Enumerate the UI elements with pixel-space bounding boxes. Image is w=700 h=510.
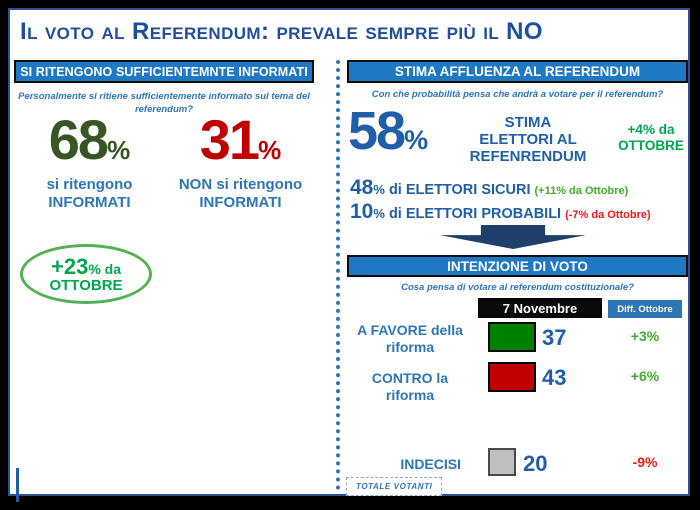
page-title: Il voto al Referendum: prevale sempre pi… <box>20 18 543 45</box>
probable-voters-percent-sign: % <box>373 206 385 221</box>
row-diff-indecisi: -9% <box>632 454 658 470</box>
sure-voters-text: di ELETTORI SICURI <box>384 182 535 198</box>
row-label-favore-line1: A FAVORE della <box>357 322 463 338</box>
row-label-indecisi: INDECISI <box>347 456 473 473</box>
turnout-delta-line2: OTTOBRE <box>618 138 684 154</box>
row-value-indecisi: 20 <box>523 451 548 476</box>
row-label-favore: A FAVORE della riforma <box>347 322 473 356</box>
row-label-contro-line1: CONTRO la riforma <box>371 370 449 403</box>
informed-number: 68 <box>48 108 109 171</box>
informed-percent-sign: % <box>107 135 131 165</box>
row-diff-favore: +3% <box>630 328 660 344</box>
bar-swatch-indecisi <box>488 448 516 476</box>
right-panel-header: STIMA AFFLUENZA AL REFERENDUM <box>347 60 688 83</box>
not-informed-label-line1: NON si ritengono <box>178 176 303 193</box>
totale-votanti-note: TOTALE VOTANTI <box>346 477 443 496</box>
sure-voters-line: 48% di ELETTORI SICURI (+11% da Ottobre) <box>350 176 628 200</box>
turnout-label: STIMA ELETTORI AL REFENRENDUM <box>448 114 608 165</box>
not-informed-label-line2: INFORMATI <box>199 194 282 211</box>
column-header-date: 7 Novembre <box>478 298 602 318</box>
informed-label-line2: INFORMATI <box>48 194 131 211</box>
delta-badge-value: +23 <box>50 253 89 279</box>
left-panel-question: Personalmente si ritiene sufficientement… <box>18 91 310 115</box>
vote-intention-header: INTENZIONE DI VOTO <box>347 255 688 277</box>
not-informed-label: NON si ritengono INFORMATI <box>165 176 316 212</box>
turnout-delta: +4% da OTTOBRE <box>611 122 691 154</box>
delta-badge-suffix: % da <box>88 260 121 277</box>
turnout-label-line1: STIMA <box>504 114 552 131</box>
row-label-favore-line2: riforma <box>385 338 435 355</box>
panel-divider <box>336 60 340 490</box>
probable-voters-line: 10% di ELETTORI PROBABILI (-7% da Ottobr… <box>350 200 651 224</box>
vote-intention-question: Cosa pensa di votare al referendum costi… <box>401 282 634 293</box>
not-informed-number: 31 <box>199 108 260 171</box>
row-diff-contro: +6% <box>630 368 660 384</box>
delta-badge-line2: OTTOBRE <box>49 276 123 294</box>
delta-badge-line1: +23% da <box>51 255 121 278</box>
turnout-number: 58 <box>348 101 406 161</box>
turnout-value: 58% <box>348 104 428 158</box>
left-panel-header: SI RITENGONO SUFFICIENTEMNTE INFORMATI <box>14 60 314 83</box>
sure-voters-value: 48 <box>350 176 374 199</box>
row-label-contro: CONTRO la riforma <box>347 370 473 404</box>
sure-voters-percent-sign: % <box>373 182 385 197</box>
not-informed-value: 31% <box>165 112 316 168</box>
not-informed-column: 31% NON si ritengono INFORMATI <box>165 112 316 212</box>
row-value-favore: 37 <box>542 325 567 350</box>
informed-column: 68% si ritengono INFORMATI <box>14 112 165 212</box>
not-informed-percent-sign: % <box>258 135 282 165</box>
delta-badge: +23% da OTTOBRE <box>20 244 152 304</box>
right-panel-question: Con che probabilità pensa che andrà a vo… <box>371 89 664 100</box>
column-header-diff: Diff. Ottobre <box>608 300 682 318</box>
turnout-percent-sign: % <box>404 125 429 155</box>
probable-voters-delta: (-7% da Ottobre) <box>565 209 651 221</box>
turnout-label-line3: REFENRENDUM <box>469 147 587 165</box>
probable-voters-text: di ELETTORI PROBABILI <box>384 206 566 222</box>
turnout-delta-line1: +4% da <box>627 122 675 137</box>
probable-voters-value: 10 <box>350 200 374 223</box>
sure-voters-delta: (+11% da Ottobre) <box>534 185 629 197</box>
row-label-indecisi-line1: INDECISI <box>400 456 461 472</box>
bar-swatch-contro <box>488 362 536 392</box>
row-value-contro: 43 <box>542 365 567 390</box>
bar-swatch-favore <box>488 322 536 352</box>
informed-stats: 68% si ritengono INFORMATI 31% NON si ri… <box>14 112 316 212</box>
turnout-label-line2: ELETTORI AL <box>479 130 577 148</box>
slide: Il voto al Referendum: prevale sempre pi… <box>8 8 691 502</box>
left-margin-tick <box>16 468 19 502</box>
informed-value: 68% <box>14 112 165 168</box>
arrow-down-icon <box>440 225 586 249</box>
informed-label-line1: si ritengono <box>46 176 133 193</box>
informed-label: si ritengono INFORMATI <box>14 176 165 212</box>
